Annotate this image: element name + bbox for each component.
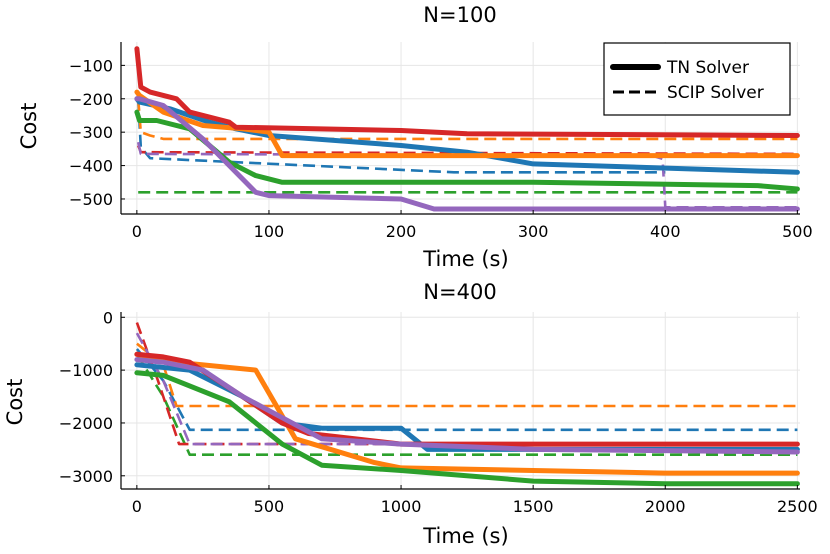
x-tick-label: 300 <box>518 222 549 241</box>
x-axis-label: Time (s) <box>422 524 508 548</box>
x-tick-label: 200 <box>386 222 417 241</box>
chart-title: N=100 <box>423 3 496 27</box>
series-tn-purple <box>134 96 800 212</box>
x-tick-labels: 0 100 200 300 400 500 <box>132 210 813 241</box>
x-tick-label: 1000 <box>381 497 422 516</box>
y-tick-labels: −3000 −2000 −1000 0 <box>59 308 125 486</box>
y-axis-label: Cost <box>3 379 27 426</box>
legend: TN Solver SCIP Solver <box>603 42 791 116</box>
series-layer <box>134 322 800 487</box>
series-scip-red <box>135 322 798 446</box>
y-tick-label: −300 <box>69 123 113 142</box>
series-scip-blue <box>136 98 666 174</box>
y-tick-label: −1000 <box>59 361 113 380</box>
y-tick-labels: −500 −400 −300 −200 −100 <box>69 56 125 209</box>
series-tn-red <box>134 46 800 138</box>
legend-box <box>603 42 791 116</box>
x-axis-label: Time (s) <box>422 247 508 271</box>
x-tick-label: 100 <box>254 222 285 241</box>
x-tick-label: 2500 <box>777 497 818 516</box>
x-tick-label: 500 <box>782 222 813 241</box>
chart-panel-n100: 0 100 200 300 400 500 −500 −400 −300 −200 −100 N=… <box>17 3 813 271</box>
x-tick-label: 500 <box>254 497 285 516</box>
series-tn-purple <box>134 357 800 455</box>
series-tn-green <box>134 109 800 192</box>
chart-panel-n400: 0 500 1000 1500 2000 2500 −3000 −2000 −1000 0 N=… <box>3 280 818 548</box>
y-tick-label: 0 <box>103 308 113 327</box>
y-axis-label: Cost <box>17 103 41 150</box>
x-tick-label: 0 <box>132 497 142 516</box>
x-tick-labels: 0 500 1000 1500 2000 2500 <box>132 485 818 516</box>
series-scip-purple <box>135 332 798 446</box>
series-layer <box>134 46 800 212</box>
y-tick-label: −100 <box>69 56 113 75</box>
x-tick-label: 400 <box>650 222 681 241</box>
y-tick-label: −500 <box>69 190 113 209</box>
y-tick-label: −200 <box>69 90 113 109</box>
x-tick-label: 2000 <box>645 497 686 516</box>
x-tick-label: 0 <box>132 222 142 241</box>
y-tick-label: −400 <box>69 157 113 176</box>
y-tick-label: −2000 <box>59 414 113 433</box>
legend-label-tn: TN Solver <box>666 58 749 78</box>
chart-title: N=400 <box>423 280 496 304</box>
y-tick-label: −3000 <box>59 467 113 486</box>
series-scip-orange <box>136 342 798 408</box>
legend-label-scip: SCIP Solver <box>667 83 764 103</box>
x-tick-label: 1500 <box>513 497 554 516</box>
series-tn-orange <box>134 351 800 476</box>
series-tn-green <box>134 370 800 487</box>
